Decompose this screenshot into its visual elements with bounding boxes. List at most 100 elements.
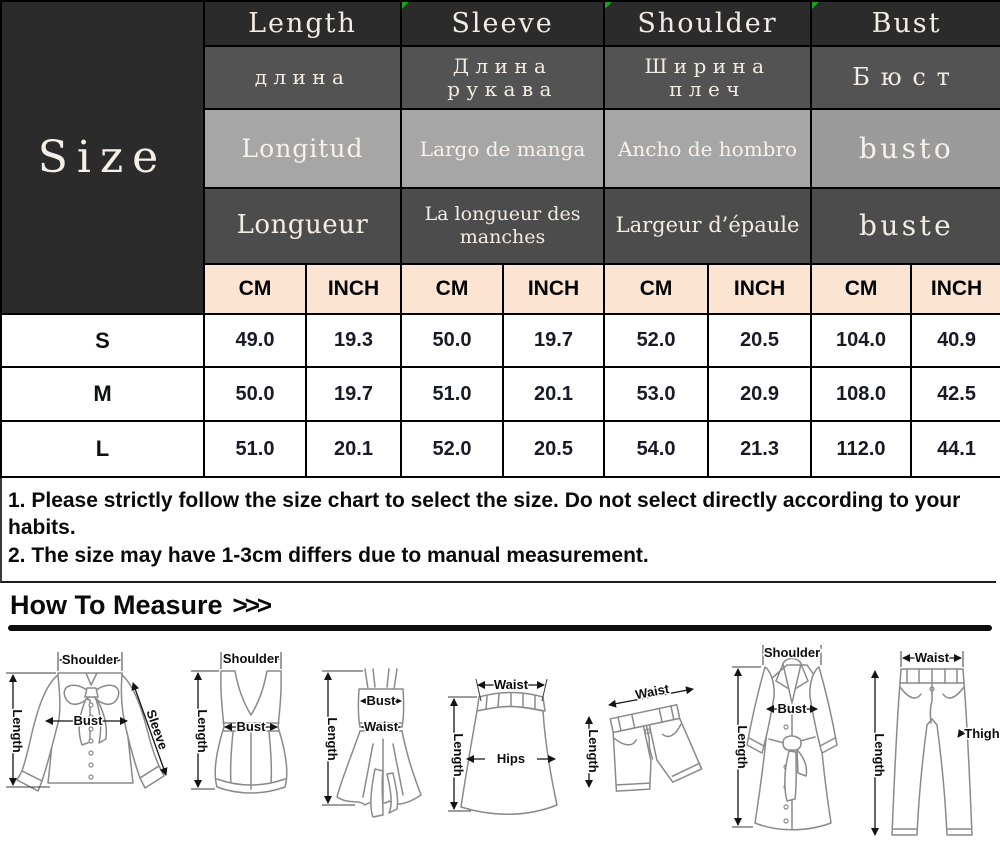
header-length-en: Length — [202, 0, 403, 47]
header-sleeve-label: Sleeve — [451, 8, 554, 39]
dress-outline — [336, 668, 422, 818]
header-row-spanish: Longitud Largo de manga Ancho de hombro … — [1, 108, 1000, 189]
measure-label: Waist — [364, 719, 399, 734]
header-bust-en: Bust — [810, 0, 1000, 47]
tank-top-outline — [214, 670, 288, 794]
size-l: L — [0, 420, 205, 478]
header-sleeve-ru: Длина рукава — [400, 45, 606, 110]
coat-sketch: Shoulder Length Bust — [732, 643, 838, 831]
unit-inch: INCH — [502, 263, 606, 315]
measure-sketches: Shoulder Length Bust Sleeve Shoulder Len… — [0, 633, 1000, 845]
measure-label: Length — [195, 709, 210, 752]
shorts-outline — [609, 703, 703, 792]
cell: 51.0 — [203, 420, 307, 478]
cell: 112.0 — [810, 420, 913, 478]
header-sleeve-fr: La longueur des manches — [400, 187, 606, 265]
cell: 50.0 — [203, 366, 307, 422]
unit-row: CM INCH CM INCH CM INCH CM INCH — [1, 263, 1000, 315]
cell: 52.0 — [603, 313, 710, 368]
header-shoulder-en: Shoulder — [603, 0, 813, 47]
header-row-english: Size Length Sleeve Shoulder Bust — [0, 0, 1000, 315]
cell: 52.0 — [400, 420, 505, 478]
dress-sketch: Length Bust Waist — [322, 668, 422, 818]
blouse-outline — [16, 672, 165, 792]
cell: 20.1 — [304, 420, 403, 478]
skirt-sketch: Waist Length Hips — [448, 675, 558, 815]
header-sleeve-en: Sleeve — [400, 0, 606, 47]
measure-label: Shoulder — [62, 652, 118, 667]
size-s: S — [0, 313, 205, 368]
cell: 20.9 — [707, 366, 813, 422]
header-row-russian: длина Длина рукава Ширина плеч Бюст — [1, 45, 1000, 110]
pants-outline — [891, 668, 973, 836]
cell: 49.0 — [203, 313, 307, 368]
measure-label: Length — [586, 729, 601, 772]
coat-outline — [746, 657, 838, 831]
skirt-outline — [460, 691, 558, 815]
size-m: M — [0, 366, 205, 422]
divider-rule — [8, 624, 992, 631]
unit-inch: INCH — [707, 263, 813, 315]
header-bust-label: Bust — [871, 8, 942, 39]
cell: 21.3 — [707, 420, 813, 478]
measure-label: Waist — [634, 681, 671, 702]
unit-cm: CM — [603, 263, 710, 315]
how-to-measure-heading: How To Measure >>> — [10, 590, 1000, 621]
cell: 20.1 — [502, 366, 606, 422]
measure-label: Shoulder — [764, 645, 820, 660]
measure-label: Length — [325, 717, 340, 760]
pants-sketch: Waist Length Thigh — [871, 648, 1000, 836]
cell: 50.0 — [400, 313, 505, 368]
cell: 108.0 — [810, 366, 913, 422]
size-header: Size — [0, 0, 205, 315]
table-row-size-s: S 49.0 19.3 50.0 19.7 52.0 20.5 104.0 40… — [0, 313, 1000, 368]
heading-text: How To Measure — [10, 589, 223, 620]
tank-top-sketch: Shoulder Length Bust — [191, 649, 288, 794]
header-length-es: Longitud — [202, 108, 403, 189]
measure-label: Length — [735, 725, 750, 768]
cell: 19.7 — [502, 313, 606, 368]
measure-label: Shoulder — [223, 651, 279, 666]
cell: 53.0 — [603, 366, 710, 422]
header-sleeve-es: Largo de manga — [400, 108, 606, 189]
unit-cm: CM — [810, 263, 913, 315]
cell: 54.0 — [603, 420, 710, 478]
header-row-french: Longueur La longueur des manches Largeur… — [1, 187, 1000, 265]
measure-label: Bust — [237, 719, 267, 734]
header-shoulder-fr: Largeur d’épaule — [603, 187, 813, 265]
cell: 19.7 — [304, 366, 403, 422]
measure-label: Bust — [778, 701, 808, 716]
measure-label: Thigh — [964, 726, 999, 741]
measure-label: Hips — [497, 751, 525, 766]
unit-cm: CM — [400, 263, 505, 315]
unit-inch: INCH — [304, 263, 403, 315]
cell: 44.1 — [910, 420, 1000, 478]
shorts-sketch: Waist Length — [585, 681, 703, 792]
unit-cm: CM — [203, 263, 307, 315]
table-row-size-m: M 50.0 19.7 51.0 20.1 53.0 20.9 108.0 42… — [0, 366, 1000, 422]
header-bust-fr: buste — [810, 187, 1000, 265]
corner-marker-icon — [403, 3, 411, 10]
measure-label: Length — [451, 733, 466, 776]
measure-label: Waist — [494, 677, 529, 692]
unit-inch: INCH — [910, 263, 1000, 315]
size-chart-table: Size Length Sleeve Shoulder Bust длина Д… — [0, 0, 1000, 478]
measure-label: Length — [10, 709, 25, 752]
cell: 51.0 — [400, 366, 505, 422]
cell: 104.0 — [810, 313, 913, 368]
header-bust-es: busto — [810, 108, 1000, 189]
header-shoulder-es: Ancho de hombro — [603, 108, 813, 189]
corner-marker-icon — [813, 3, 821, 10]
cell: 20.5 — [707, 313, 813, 368]
cell: 19.3 — [304, 313, 403, 368]
measure-label: Bust — [367, 693, 397, 708]
header-shoulder-ru: Ширина плеч — [603, 45, 813, 110]
header-bust-ru: Бюст — [810, 45, 1000, 110]
chevrons-icon: >>> — [232, 589, 273, 620]
note-1: 1. Please strictly follow the size chart… — [8, 489, 961, 540]
blouse-sketch: Shoulder Length Bust Sleeve — [6, 650, 173, 792]
note-2: 2. The size may have 1-3cm differs due t… — [8, 543, 649, 567]
cell: 20.5 — [502, 420, 606, 478]
measure-label: Waist — [915, 650, 950, 665]
measure-label: Bust — [74, 713, 104, 728]
